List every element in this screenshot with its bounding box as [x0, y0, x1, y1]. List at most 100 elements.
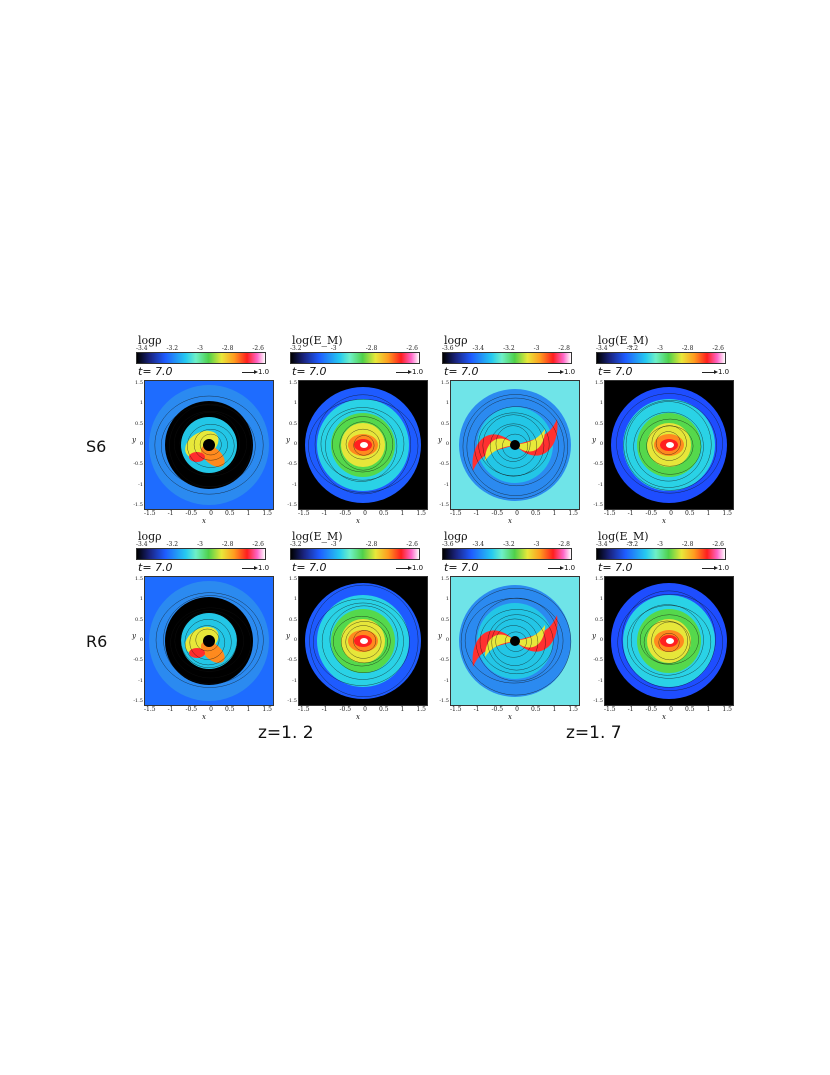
colorbar-ticks: -3.6 -3.4 -3.2 -3 -2.8: [442, 345, 570, 352]
y-tick: 1.5: [441, 380, 449, 386]
vector-scale-value: 1.0: [258, 368, 270, 376]
vector-scale: 1.0: [242, 564, 269, 572]
x-tick: 0.5: [378, 510, 389, 517]
colorbar: [596, 548, 726, 560]
contour-plot: [450, 380, 580, 510]
colorbar-tick: -2.6: [712, 541, 724, 548]
x-tick: 1: [246, 510, 251, 517]
y-tick: -1: [444, 481, 449, 488]
vector-scale-value: 1.0: [564, 564, 576, 572]
y-tick: 1.5: [595, 380, 603, 386]
colorbar-tick: -3.6: [442, 345, 454, 352]
x-ticks: -1.5 -1 -0.5 0 0.5 1 1.5: [144, 510, 272, 517]
x-tick: 1.5: [568, 510, 578, 517]
colorbar-tick: -3: [197, 345, 203, 352]
time-label: t= 7.0: [598, 365, 633, 378]
colorbar-tick: -3.4: [596, 541, 608, 548]
y-ticks: 1.5 1 0.5 0 -0.5 -1 -1.5: [593, 380, 603, 508]
vector-scale-value: 1.0: [412, 368, 424, 376]
y-tick: -1: [292, 677, 297, 684]
x-tick: -1: [321, 510, 328, 517]
y-tick: -1.5: [287, 697, 297, 704]
y-tick: -1.5: [439, 697, 449, 704]
x-tick: 0.5: [224, 510, 235, 517]
colorbar: [596, 352, 726, 364]
y-tick: 1: [139, 400, 143, 407]
colorbar-tick: -3.2: [166, 345, 179, 352]
time-label: t= 7.0: [292, 365, 327, 378]
y-axis-label: y: [592, 436, 596, 444]
y-tick: 1: [599, 596, 603, 603]
y-ticks: 1.5 1 0.5 0 -0.5 -1 -1.5: [287, 576, 297, 704]
colorbar-tick: -2.6: [406, 345, 418, 352]
colorbar-label: log(E_M): [292, 334, 343, 347]
x-tick: 1.5: [262, 510, 272, 517]
y-axis-label: y: [438, 632, 442, 640]
panel: logρ -3.4 -3.2 -3 -2.8 -2.6 t= 7.0 1.0 1.5 1 0.5 0-…: [132, 334, 296, 525]
colorbar-tick: -2.8: [558, 345, 570, 352]
colorbar-tick: -2.8: [221, 541, 234, 548]
colorbar: [442, 548, 572, 560]
vector-scale: 1.0: [242, 368, 269, 376]
x-tick: 0.5: [530, 510, 541, 517]
colorbar-tick: -3.4: [136, 541, 148, 548]
y-tick: 0: [445, 636, 449, 643]
y-tick: 1: [293, 400, 297, 407]
colorbar-label: logρ: [444, 334, 468, 347]
y-tick: 0: [293, 440, 297, 447]
x-axis-label: x: [202, 713, 206, 721]
colorbar-tick: -2.8: [558, 541, 570, 548]
y-tick: -1: [292, 481, 297, 488]
colorbar-tick: -3.2: [626, 541, 639, 548]
x-tick: 0.5: [378, 706, 389, 713]
time-label: t= 7.0: [138, 365, 173, 378]
y-tick: 0.5: [289, 420, 297, 427]
y-tick: -0.5: [287, 657, 297, 664]
y-tick: 0.5: [441, 420, 449, 427]
colorbar-label: log(E_M): [598, 334, 649, 347]
y-tick: 1: [139, 596, 143, 603]
x-axis-label: x: [356, 713, 360, 721]
y-tick: -1: [598, 481, 603, 488]
contour-plot: [450, 576, 580, 706]
arrow-icon: [396, 369, 412, 374]
y-tick: 0.5: [441, 616, 449, 623]
x-tick: 1: [706, 510, 711, 517]
y-ticks: 1.5 1 0.5 0 -0.5 -1 -1.5: [439, 380, 449, 508]
y-tick: 1.5: [135, 380, 143, 386]
colorbar-tick: -3.4: [472, 345, 485, 352]
panel: log(E_M) -3.4 -3.2 -3 -2.8 -2.6 t= 7.0 1.0 1.5 1 0…: [592, 334, 756, 525]
x-tick: 1: [552, 706, 557, 713]
y-tick: 1: [293, 596, 297, 603]
y-tick: -1.5: [593, 697, 603, 704]
x-ticks: -1.5 -1 -0.5 0 0.5 1 1.5: [604, 510, 732, 517]
caption-z17: z=1. 7: [566, 723, 622, 743]
colorbar: [290, 352, 420, 364]
arrow-icon: [242, 369, 258, 374]
x-tick: 1: [400, 706, 405, 713]
x-tick: -0.5: [645, 706, 658, 713]
x-tick: -1.5: [144, 706, 156, 713]
y-tick: -1.5: [133, 501, 143, 508]
x-ticks: -1.5 -1 -0.5 0 0.5 1 1.5: [604, 706, 732, 713]
y-tick: -1.5: [593, 501, 603, 508]
colorbar-tick: -3: [330, 345, 337, 352]
x-tick: -1: [167, 510, 174, 517]
contour-plot: [604, 380, 734, 510]
colorbar-ticks: -3.4 -3.2 -3 -2.8 -2.6: [596, 345, 724, 352]
x-tick: -0.5: [339, 510, 352, 517]
panel: logρ -3.4 -3.2 -3 -2.8 -2.6 t= 7.0 1.0 1.5 1 0.5 0-…: [132, 530, 296, 721]
panel: logρ -3.6 -3.4 -3.2 -3 -2.8 t= 7.0 1.0 1.5 1 0.5 0-…: [438, 530, 602, 721]
y-tick: 1.5: [135, 576, 143, 582]
x-axis-label: x: [508, 713, 512, 721]
x-axis-label: x: [662, 517, 666, 525]
y-tick: -1: [598, 677, 603, 684]
panel: log(E_M) -3.2 -3 -2.8 -2.6 t= 7.0 1.0 1.5 1 0.5 0-…: [286, 334, 450, 525]
y-tick: -1.5: [133, 697, 143, 704]
y-tick: 0.5: [595, 420, 603, 427]
colorbar-label: logρ: [138, 530, 162, 543]
x-tick: -0.5: [491, 510, 504, 517]
x-tick: 1.5: [722, 706, 732, 713]
y-axis-label: y: [592, 632, 596, 640]
x-tick: 1.5: [416, 706, 426, 713]
